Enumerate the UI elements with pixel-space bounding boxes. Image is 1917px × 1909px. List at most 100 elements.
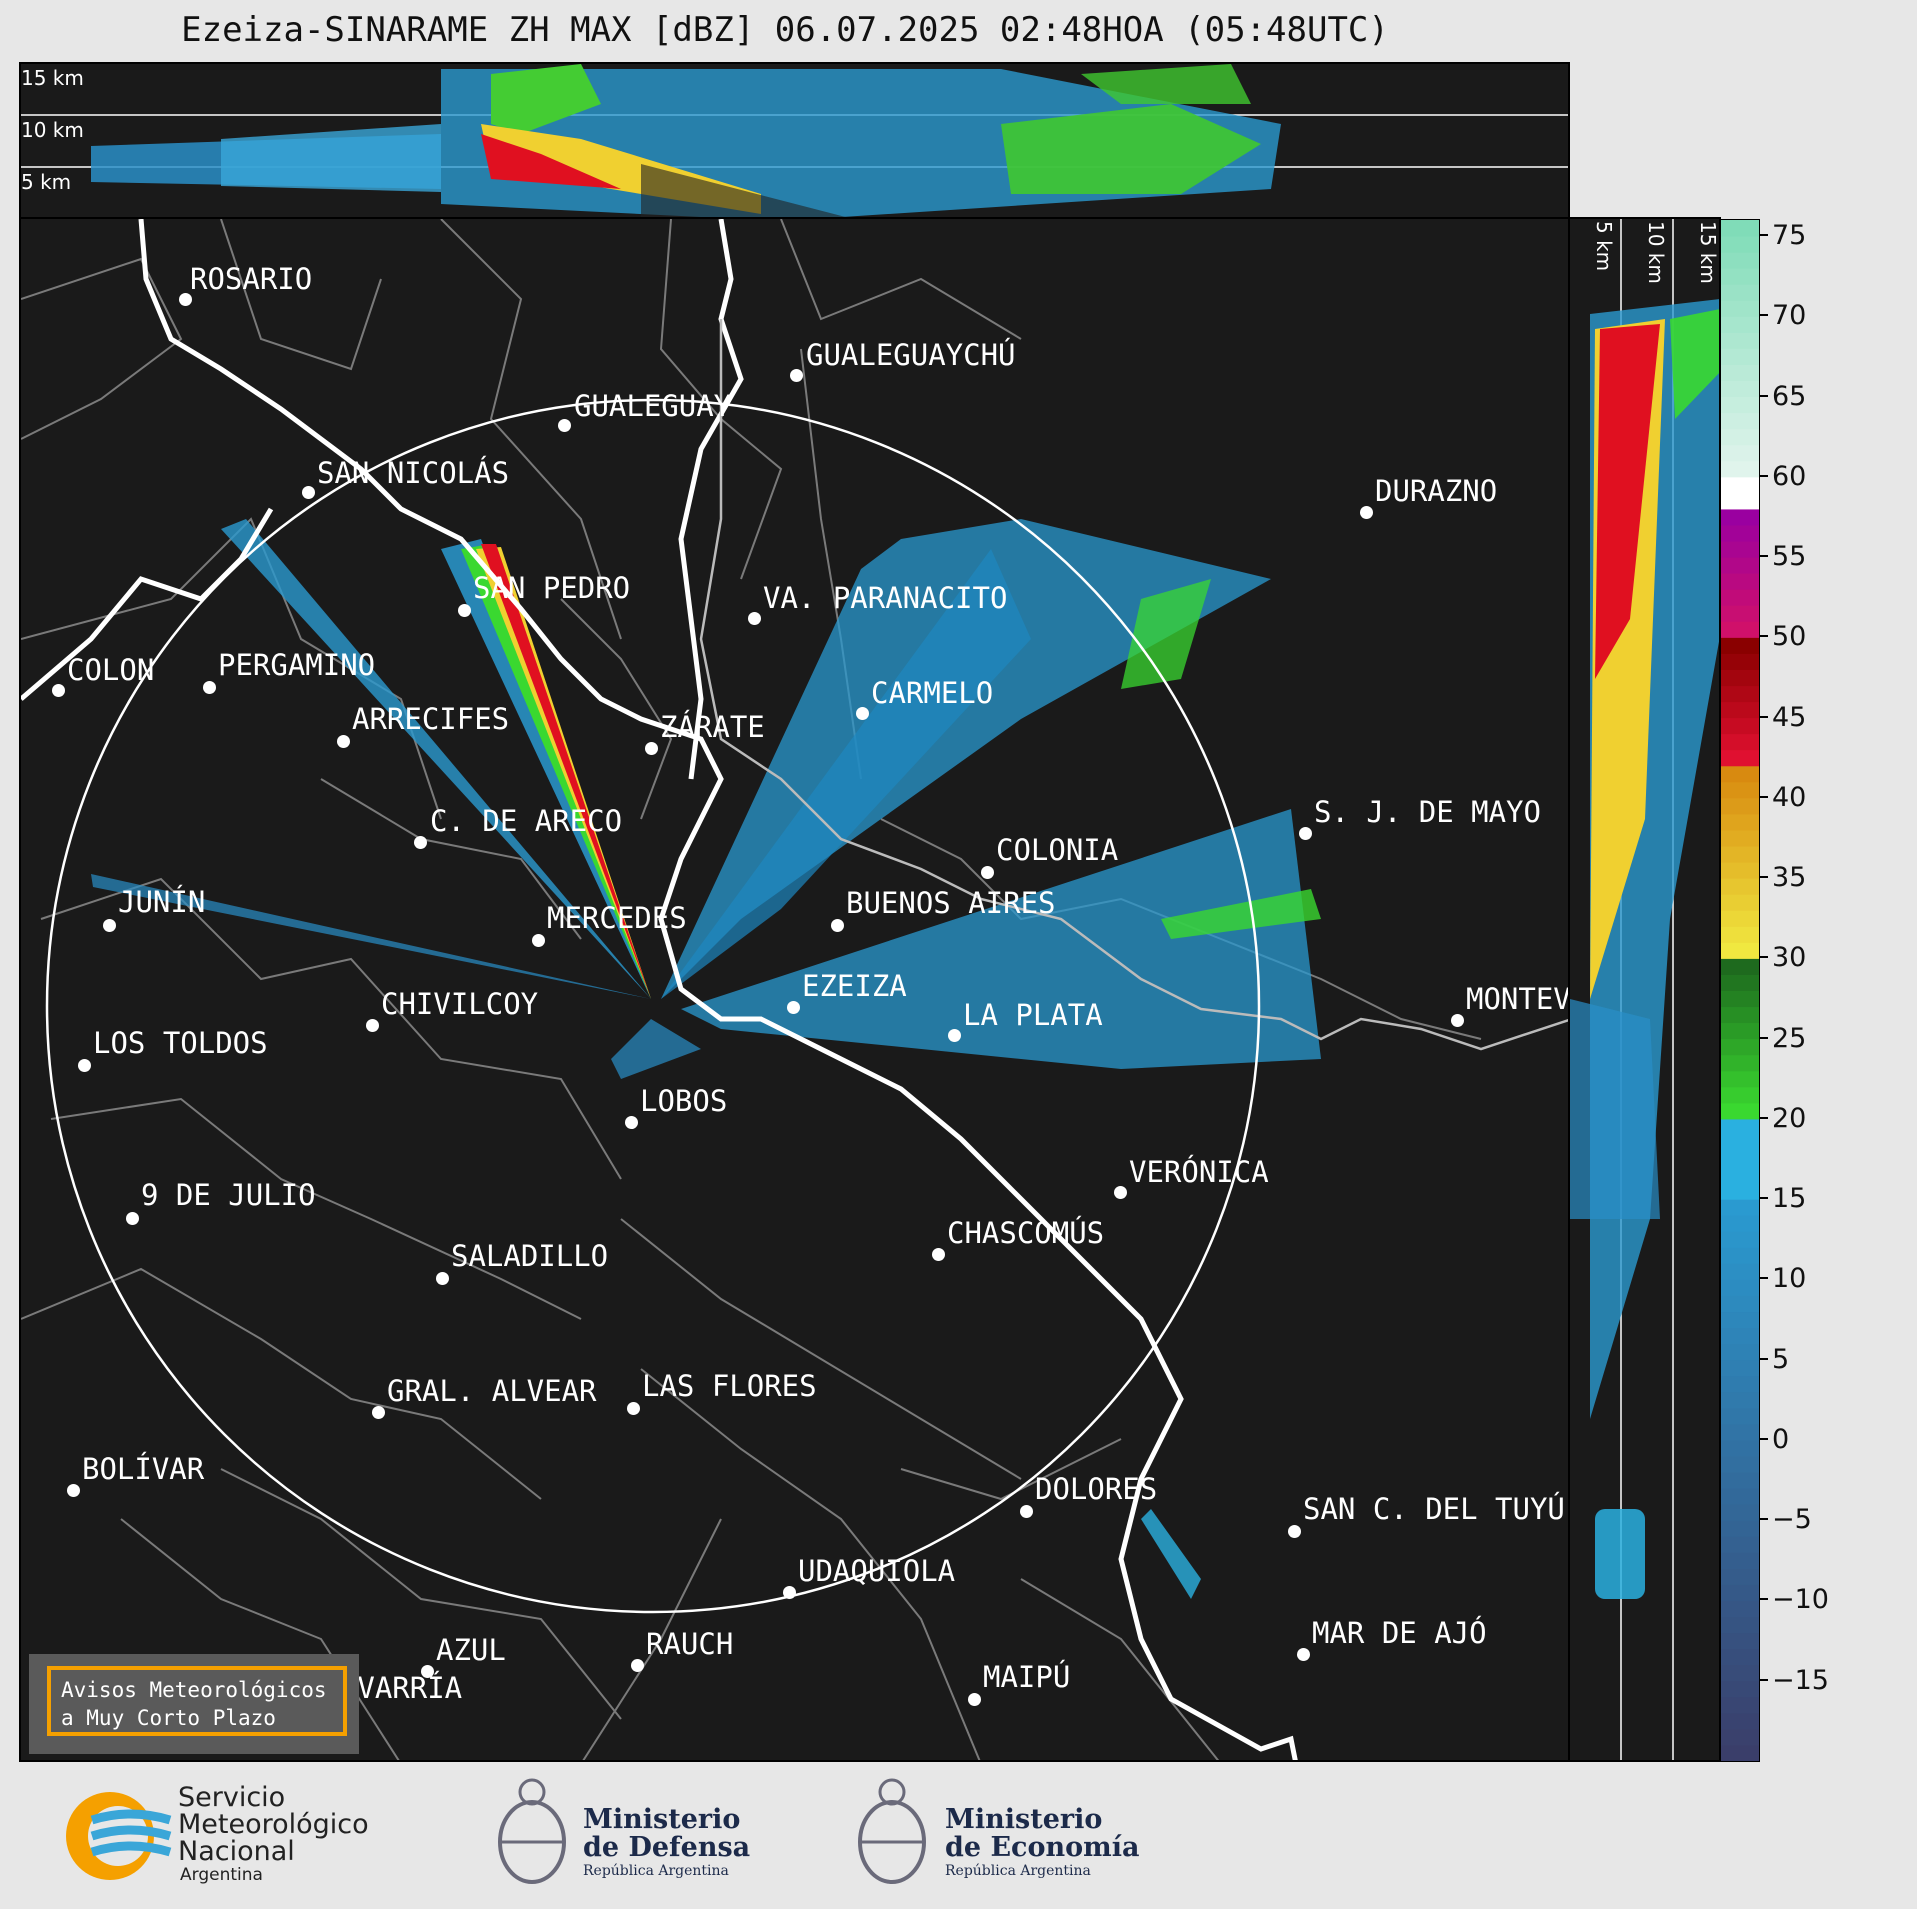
city-label: LA PLATA <box>963 998 1103 1032</box>
colorbar-segment <box>1721 508 1759 526</box>
colorbar-tick-mark <box>1760 715 1768 718</box>
colorbar-segment <box>1721 1311 1759 1329</box>
colorbar-segment <box>1721 1279 1759 1296</box>
dbz-colorbar <box>1720 219 1760 1762</box>
city-label: SAN PEDRO <box>473 571 631 605</box>
colorbar-tick-mark <box>1760 1518 1768 1521</box>
colorbar-tick-mark <box>1760 1277 1768 1280</box>
colorbar-segment <box>1721 284 1759 301</box>
colorbar-segment <box>1721 749 1759 767</box>
altitude-label-10: 10 km <box>21 118 84 142</box>
economia-line3: República Argentina <box>945 1863 1091 1879</box>
colorbar-tick-label: −5 <box>1772 1504 1812 1536</box>
defensa-line1: Ministerio <box>583 1804 741 1835</box>
colorbar-svg <box>1721 220 1759 1761</box>
economia-logo-text: Ministerio de Economía República Argenti… <box>945 1806 1139 1880</box>
colorbar-segment <box>1721 990 1759 1008</box>
colorbar-tick-label: 45 <box>1772 701 1807 733</box>
city-label: AZUL <box>436 1633 506 1667</box>
colorbar-segment <box>1721 1183 1759 1200</box>
colorbar-tick-label: 25 <box>1772 1022 1807 1054</box>
colorbar-segment <box>1721 958 1759 975</box>
smn-logo-text: Servicio Meteorológico Nacional Argentin… <box>178 1784 369 1885</box>
colorbar-segment <box>1721 524 1759 542</box>
colorbar-tick-mark <box>1760 555 1768 558</box>
colorbar-segment <box>1721 1006 1759 1024</box>
colorbar-segment <box>1721 733 1759 751</box>
city-label: CHIVILCOY <box>381 987 539 1021</box>
altitude-label-5: 5 km <box>21 170 72 194</box>
colorbar-segment <box>1721 1263 1759 1280</box>
colorbar-segment <box>1721 1456 1759 1473</box>
colorbar-segment <box>1721 589 1759 606</box>
colorbar-segment <box>1721 717 1759 735</box>
colorbar-tick-label: 20 <box>1772 1102 1807 1134</box>
colorbar-segment <box>1721 1167 1759 1184</box>
colorbar-segment <box>1721 1600 1759 1618</box>
colorbar-segment <box>1721 1022 1759 1040</box>
colorbar-segment <box>1721 1568 1759 1585</box>
colorbar-segment <box>1721 1423 1759 1441</box>
uruguay-coast <box>699 319 1568 1051</box>
avisos-box[interactable]: Avisos Meteorológicos a Muy Corto Plazo <box>29 1654 359 1754</box>
colorbar-tick-mark <box>1760 956 1768 959</box>
side-cross-section-svg <box>1570 219 1719 1760</box>
colorbar-segment <box>1721 348 1759 365</box>
city-label: RAUCH <box>646 1627 734 1661</box>
colorbar-segment <box>1721 926 1759 943</box>
colorbar-segment <box>1721 268 1759 285</box>
colorbar-segment <box>1721 332 1759 349</box>
colorbar-segment <box>1721 1407 1759 1425</box>
colorbar-tick-mark <box>1760 1357 1768 1360</box>
colorbar-segment <box>1721 1488 1759 1505</box>
colorbar-segment <box>1721 300 1759 317</box>
city-label: BUENOS AIRES <box>846 886 1056 920</box>
city-label: GRAL. ALVEAR <box>387 1374 597 1408</box>
colorbar-tick-mark <box>1760 1678 1768 1681</box>
colorbar-segment <box>1721 252 1759 269</box>
colorbar-tick-mark <box>1760 1036 1768 1039</box>
colorbar-segment <box>1721 605 1759 622</box>
colorbar-segment <box>1721 621 1759 638</box>
smn-logo-icon <box>66 1792 172 1880</box>
colorbar-segment <box>1721 1439 1759 1457</box>
colorbar-segment <box>1721 476 1759 494</box>
side-cross-section-panel: 5 km 10 km 15 km <box>1568 217 1721 1762</box>
city-label: SAN NICOLÁS <box>317 456 510 490</box>
colorbar-segment <box>1721 653 1759 670</box>
city-label: SAN C. DEL TUYÚ <box>1303 1492 1565 1526</box>
top-cross-section-panel: 15 km 10 km 5 km <box>19 62 1570 219</box>
smn-line3: Nacional <box>178 1836 295 1867</box>
colorbar-segment <box>1721 637 1759 654</box>
avisos-link[interactable]: Avisos Meteorológicos a Muy Corto Plazo <box>47 1666 347 1736</box>
city-label: SALADILLO <box>451 1239 609 1273</box>
colorbar-segment <box>1721 573 1759 590</box>
altitude-label-15: 15 km <box>21 66 84 90</box>
colorbar-tick-label: 50 <box>1772 621 1807 653</box>
colorbar-tick-label: 0 <box>1772 1423 1790 1455</box>
colorbar-segment <box>1721 412 1759 430</box>
colorbar-segment <box>1721 878 1759 895</box>
colorbar-segment <box>1721 942 1759 959</box>
colorbar-tick-label: 5 <box>1772 1343 1790 1375</box>
colorbar-tick-label: 55 <box>1772 541 1807 573</box>
colorbar-tick-mark <box>1760 394 1768 397</box>
city-label: PERGAMINO <box>218 648 376 682</box>
colorbar-segment <box>1721 1038 1759 1056</box>
colorbar-tick-label: 15 <box>1772 1183 1807 1215</box>
city-label: GUALEGUAY <box>574 389 732 423</box>
colorbar-segment <box>1721 1680 1759 1698</box>
colorbar-segment <box>1721 1199 1759 1216</box>
city-label: ZÁRATE <box>660 710 765 744</box>
colorbar-segment <box>1721 797 1759 815</box>
city-label: BOLÍVAR <box>82 1452 205 1486</box>
colorbar-segment <box>1721 1327 1759 1345</box>
city-label: VA. PARANACITO <box>763 581 1008 615</box>
colorbar-segment <box>1721 396 1759 414</box>
city-label: JUNÍN <box>118 885 206 919</box>
avisos-line2: a Muy Corto Plazo <box>61 1706 276 1730</box>
city-label: MAR DE AJÓ <box>1312 1616 1487 1650</box>
colorbar-tick-label: 10 <box>1772 1263 1807 1295</box>
colorbar-segment <box>1721 444 1759 462</box>
colorbar-tick-mark <box>1760 314 1768 317</box>
